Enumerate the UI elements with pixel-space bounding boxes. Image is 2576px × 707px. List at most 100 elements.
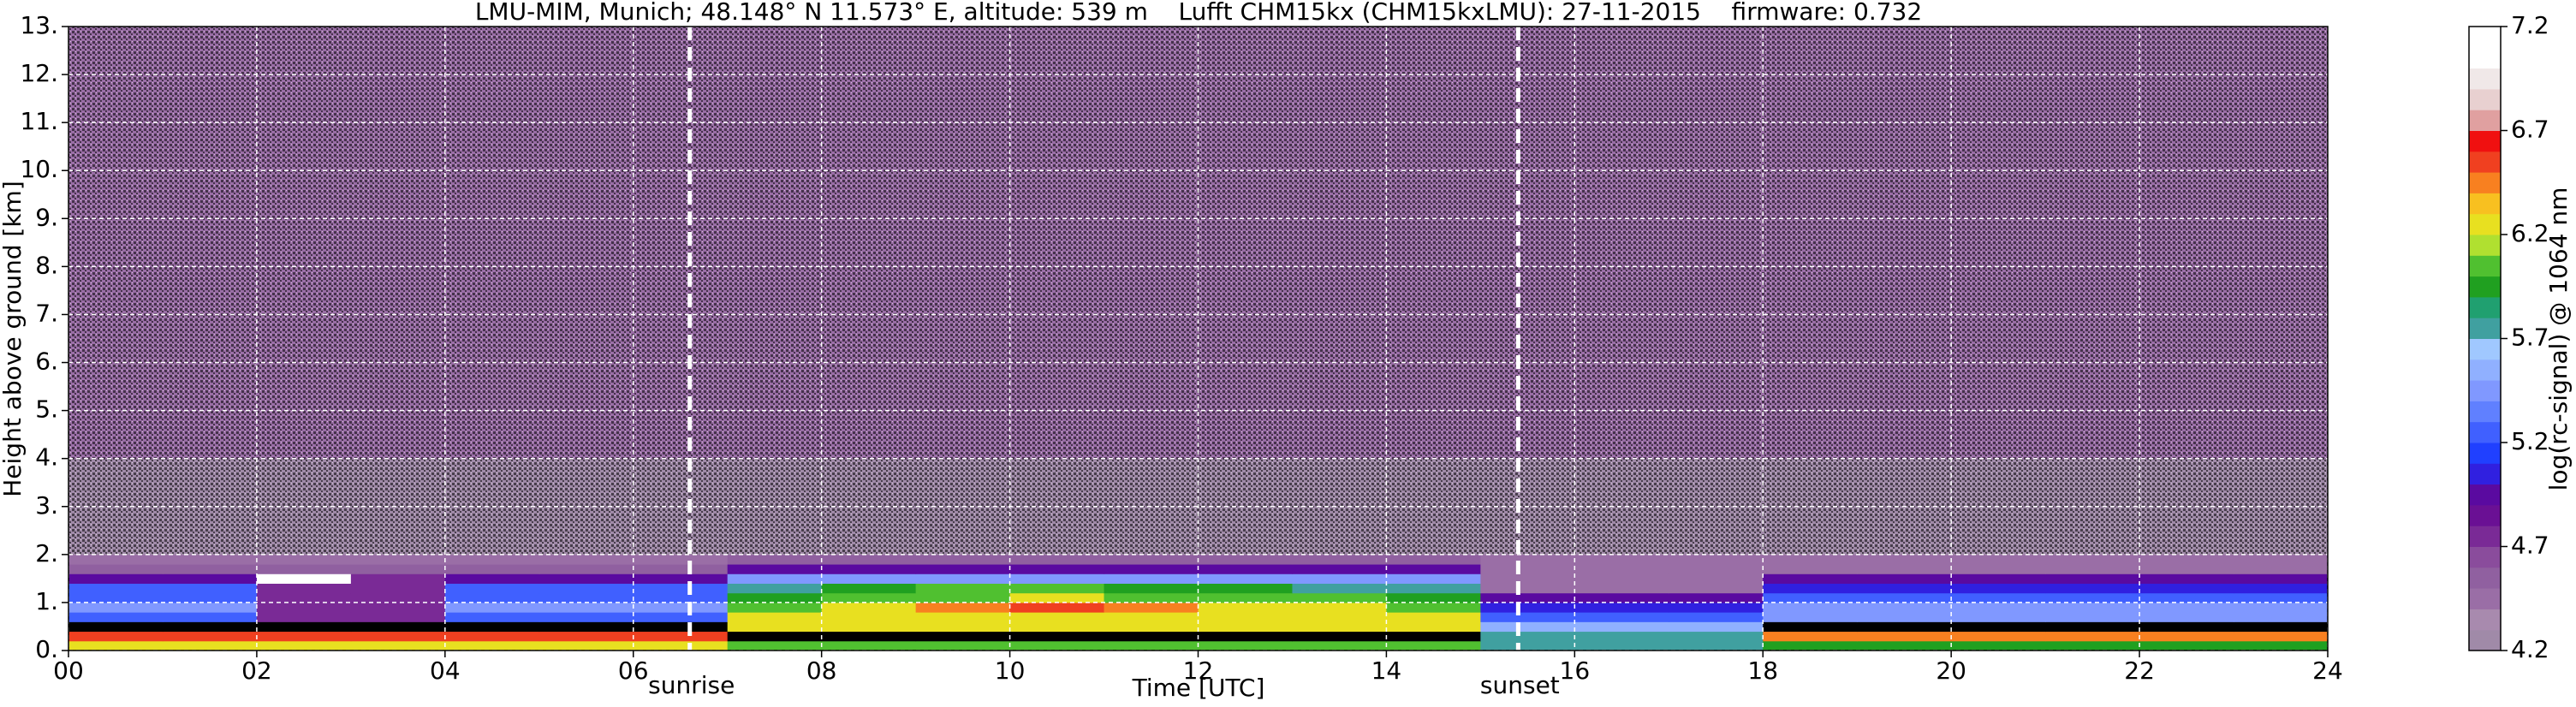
y-tick-label: 4. <box>35 443 58 472</box>
heatmap-cell <box>1104 602 1199 613</box>
heatmap-cell <box>1669 573 1764 584</box>
heatmap-cell <box>2045 621 2140 633</box>
y-tick-label: 1. <box>35 587 58 615</box>
heatmap-cell <box>2139 573 2234 584</box>
heatmap-cell <box>538 640 634 651</box>
heatmap-cell <box>2045 612 2140 622</box>
heatmap-cell <box>1009 631 1105 642</box>
colorbar-swatch <box>2469 27 2501 48</box>
x-tick-label: 18 <box>1747 656 1778 685</box>
heatmap-cell <box>162 583 258 594</box>
heatmap-cell <box>350 592 446 603</box>
y-tick-label: 8. <box>35 251 58 279</box>
heatmap-cell <box>68 640 164 651</box>
y-tick-label: 2. <box>35 539 58 567</box>
heatmap-cell <box>2045 554 2140 565</box>
heatmap-cell <box>350 573 446 584</box>
heatmap-cell <box>1104 640 1199 651</box>
annotation-label: sunrise <box>648 671 735 699</box>
heatmap-cell <box>1951 564 2046 574</box>
x-tick-label: 06 <box>618 656 649 685</box>
heatmap-cell <box>727 602 823 613</box>
y-tick-label: 9. <box>35 203 58 231</box>
colorbar-tick-label: 6.2 <box>2511 219 2549 247</box>
heatmap-cell <box>1763 631 1858 642</box>
heatmap-cell <box>633 592 729 603</box>
heatmap-cell <box>2045 583 2140 594</box>
heatmap-cell <box>727 573 823 584</box>
heatmap-cell <box>1574 564 1669 574</box>
heatmap-cell <box>2234 564 2329 574</box>
heatmap-cell <box>1009 602 1105 613</box>
heatmap-cell <box>1857 602 1952 613</box>
heatmap-cell <box>821 621 917 633</box>
heatmap-cell <box>162 612 258 622</box>
heatmap-cell <box>538 602 634 613</box>
heatmap-cell <box>162 602 258 613</box>
heatmap-cell <box>2045 564 2140 574</box>
heatmap-cell <box>1198 612 1293 622</box>
heatmap-cell <box>1386 564 1481 574</box>
heatmap-cell <box>1951 631 2046 642</box>
heatmap-cell <box>1009 612 1105 622</box>
heatmap-cell <box>162 621 258 633</box>
y-tick-label: 10. <box>20 155 58 183</box>
heatmap-cell <box>256 621 352 633</box>
heatmap-cell <box>1857 621 1952 633</box>
heatmap-cell <box>1480 573 1575 584</box>
heatmap-cell <box>727 564 823 574</box>
heatmap-cell <box>1104 583 1199 594</box>
colorbar-tick-label: 5.2 <box>2511 427 2549 455</box>
heatmap-cell <box>1574 640 1669 651</box>
heatmap-cell <box>2139 602 2234 613</box>
colorbar-swatch <box>2469 421 2501 443</box>
heatmap-cell <box>1669 602 1764 613</box>
x-tick-label: 22 <box>2124 656 2155 685</box>
heatmap-cell <box>633 602 729 613</box>
heatmap-cell <box>1763 621 1858 633</box>
heatmap-cell <box>2234 640 2329 651</box>
heatmap-cell <box>1574 573 1669 584</box>
x-axis-label: Time [UTC] <box>1132 674 1265 702</box>
heatmap-cell <box>1104 564 1199 574</box>
colorbar-swatch <box>2469 443 2501 464</box>
heatmap-cell <box>1386 631 1481 642</box>
colorbar-swatch <box>2469 68 2501 90</box>
heatmap-cell <box>68 612 164 622</box>
heatmap-cell <box>1951 602 2046 613</box>
heatmap-cell <box>1763 612 1858 622</box>
heatmap-cell <box>350 621 446 633</box>
colorbar-swatch <box>2469 484 2501 506</box>
annotation-label: sunset <box>1480 671 1560 699</box>
heatmap-cell <box>1669 554 1764 565</box>
heatmap-cell <box>2139 640 2234 651</box>
heatmap-cell <box>1857 564 1952 574</box>
heatmap-cell <box>1198 564 1293 574</box>
heatmap-cell <box>1198 602 1293 613</box>
heatmap-cell <box>444 592 540 603</box>
heatmap-cell <box>1669 583 1764 594</box>
heatmap-cell <box>1104 631 1199 642</box>
heatmap-cell <box>633 612 729 622</box>
heatmap-cell <box>727 621 823 633</box>
heatmap-cell <box>821 583 917 594</box>
heatmap-cell <box>2045 640 2140 651</box>
heatmap-cell <box>1198 631 1293 642</box>
x-tick-label: 12 <box>1183 656 1214 685</box>
x-tick-label: 02 <box>241 656 272 685</box>
heatmap-cell <box>1574 554 1669 565</box>
heatmap-cell <box>1951 612 2046 622</box>
heatmap-cell <box>1480 631 1575 642</box>
plot-frame <box>68 26 2329 651</box>
colorbar-swatch <box>2469 609 2501 631</box>
heatmap-cell <box>1104 554 1199 565</box>
colorbar-swatch <box>2469 338 2501 360</box>
y-tick-label: 6. <box>35 348 58 376</box>
colorbar-swatch <box>2469 526 2501 547</box>
colorbar-swatch <box>2469 318 2501 339</box>
heatmap-cell <box>444 612 540 622</box>
x-tick-label: 04 <box>430 656 461 685</box>
heatmap-cell <box>633 631 729 642</box>
heatmap-cell <box>444 564 540 574</box>
